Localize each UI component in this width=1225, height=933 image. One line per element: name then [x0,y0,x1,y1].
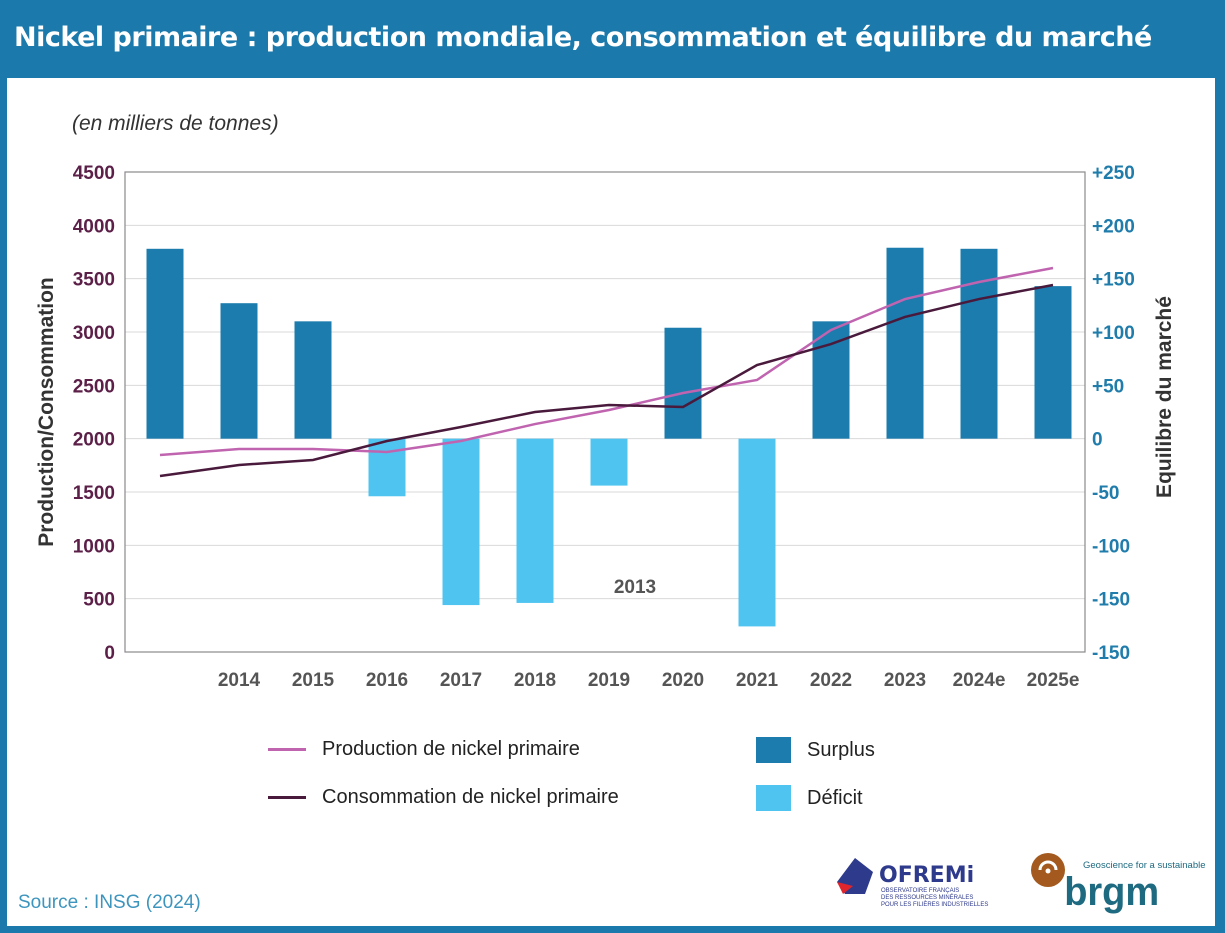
x-tick-label: 2017 [440,670,482,691]
right-axis-title: Equilibre du marché [1153,296,1176,498]
right-tick-label: -100 [1092,536,1130,557]
left-tick-label: 2000 [73,430,115,451]
legend-label: Production de nickel primaire [322,738,580,760]
right-tick-label: +200 [1092,216,1135,237]
x-tick-label: 2020 [662,670,704,691]
legend-label: Surplus [807,738,875,761]
unit-note: (en milliers de tonnes) [72,112,279,135]
left-tick-label: 3000 [73,323,115,344]
left-tick-label: 1500 [73,483,115,504]
surplus-bar [960,248,998,439]
left-tick-label: 1000 [73,536,115,557]
left-tick-label: 0 [104,643,115,664]
surplus-bar [294,321,332,439]
x-tick-label: 2014 [218,670,261,691]
right-tick-label: 0 [1092,430,1103,451]
legend-swatch-surplus [756,737,791,763]
left-tick-label: 500 [83,590,115,611]
right-tick-label: +250 [1092,163,1135,184]
left-tick-label: 3500 [73,270,115,291]
chart-panel [7,78,1215,926]
legend-deficit: Déficit [756,785,863,811]
stray-year-label: 2013 [614,577,656,598]
right-tick-label: +50 [1092,376,1124,397]
page-title: Nickel primaire : production mondiale, c… [14,22,1152,53]
plot-border [124,171,1086,653]
x-tick-label: 2019 [588,670,630,691]
left-tick-label: 4500 [73,163,115,184]
right-tick-label: -50 [1092,483,1119,504]
surplus-bar [220,303,258,439]
x-tick-label: 2025e [1027,670,1080,691]
svg-text:OBSERVATOIRE FRANÇAIS: OBSERVATOIRE FRANÇAIS [881,888,959,894]
legend-swatch-deficit [756,785,791,811]
legend-consommation: Consommation de nickel primaire [268,786,619,809]
deficit-bar [738,438,776,627]
svg-text:OFREMi: OFREMi [879,863,974,888]
surplus-bar [812,321,850,439]
deficit-bar [368,438,406,497]
production-line [159,266,1054,457]
surplus-bar [146,248,184,439]
x-tick-label: 2022 [810,670,852,691]
brgm-logo: Geoscience for a sustainable Earth brgm [1030,850,1225,920]
surplus-bar [664,327,702,439]
deficit-bar [590,438,628,486]
deficit-bar [516,438,554,603]
legend-surplus: Surplus [756,737,875,763]
svg-text:DES RESSOURCES MINÉRALES: DES RESSOURCES MINÉRALES [881,894,973,901]
svg-text:Geoscience for a sustainable E: Geoscience for a sustainable Earth [1083,860,1205,871]
right-tick-label: -150 [1092,590,1130,611]
right-tick-label: -150 [1092,643,1130,664]
left-axis-title: Production/Consommation [35,277,58,547]
x-tick-label: 2023 [884,670,926,691]
x-tick-label: 2018 [514,670,556,691]
right-tick-label: +150 [1092,270,1135,291]
legend-label: Consommation de nickel primaire [322,786,619,808]
left-tick-label: 4000 [73,216,115,237]
right-tick-label: +100 [1092,323,1135,344]
legend-line-production [268,748,306,751]
deficit-bar [442,438,480,606]
svg-text:POUR LES FILIÈRES INDUSTRIELLE: POUR LES FILIÈRES INDUSTRIELLES [881,901,988,908]
x-tick-label: 2016 [366,670,408,691]
legend-production: Production de nickel primaire [268,738,580,761]
legend-label: Déficit [807,786,863,809]
x-tick-label: 2015 [292,670,335,691]
surplus-bar [886,247,924,439]
left-tick-label: 2500 [73,376,115,397]
ofremi-logo: OFREMi OBSERVATOIRE FRANÇAIS DES RESSOUR… [835,852,995,917]
consommation-line [159,283,1054,478]
x-tick-label: 2021 [736,670,779,691]
surplus-bar [1034,286,1072,439]
svg-text:brgm: brgm [1064,870,1159,914]
legend-line-consommation [268,796,306,799]
x-tick-label: 2024e [953,670,1006,691]
source-note: Source : INSG (2024) [18,892,201,913]
